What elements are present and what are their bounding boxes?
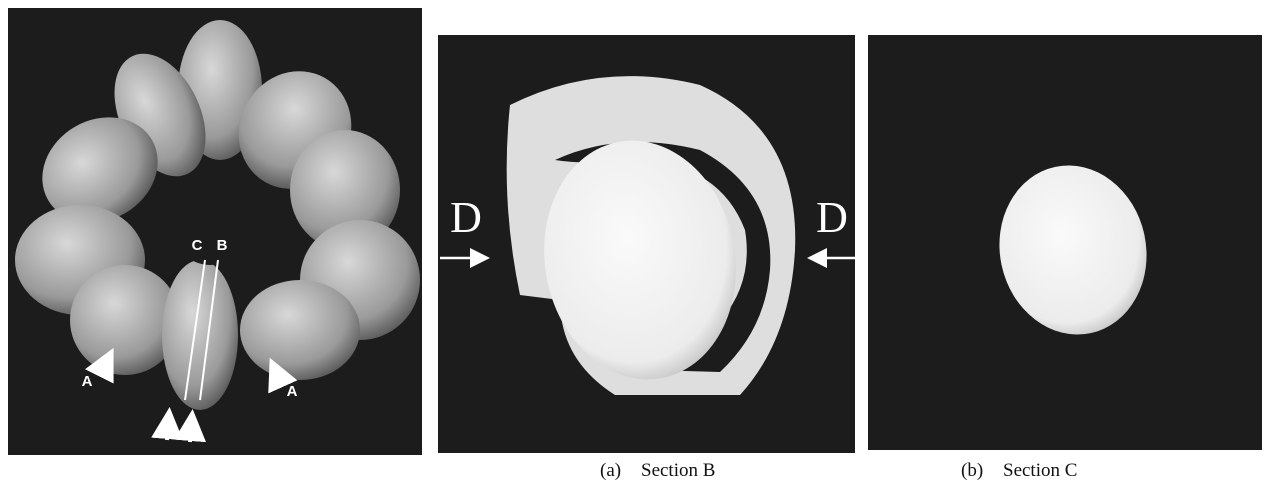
section-b-panel: D D [438, 35, 860, 453]
section-c-panel [868, 35, 1262, 450]
figure: C B A A D D (a) Section B (b) Section C [0, 0, 1269, 490]
caption: Section B [641, 460, 715, 481]
specimen-panel: C B A A [8, 8, 422, 455]
caption: Section C [1003, 460, 1077, 481]
caption-tag: (a) [600, 460, 621, 481]
caption-tag: (b) [961, 460, 983, 481]
label-a: A [82, 373, 93, 390]
label-b: B [217, 237, 228, 254]
label-a: A [287, 383, 298, 400]
label-c: C [192, 237, 203, 254]
marker-d: D [450, 193, 482, 242]
marker-d: D [816, 193, 848, 242]
